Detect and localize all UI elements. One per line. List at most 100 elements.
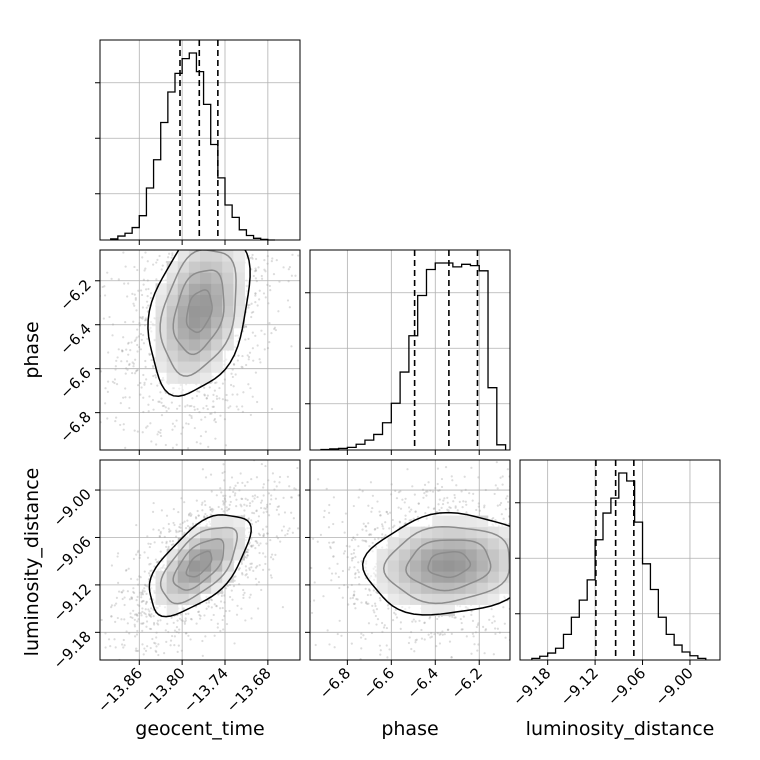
scatter-point — [270, 567, 272, 569]
scatter-point — [344, 405, 346, 407]
scatter-point — [204, 430, 207, 433]
scatter-point — [258, 298, 261, 301]
scatter-point — [199, 434, 203, 438]
scatter-point — [136, 603, 139, 606]
scatter-point — [228, 609, 231, 613]
scatter-point — [149, 614, 152, 617]
scatter-point — [350, 583, 353, 587]
scatter-point — [208, 506, 212, 509]
scatter-point — [244, 565, 247, 568]
scatter-point — [460, 628, 463, 631]
scatter-point — [253, 494, 257, 497]
scatter-point — [268, 216, 270, 218]
scatter-point — [347, 603, 350, 606]
scatter-point — [226, 244, 228, 246]
scatter-point — [514, 633, 516, 635]
scatter-point — [563, 616, 565, 618]
scatter-point — [280, 615, 282, 617]
scatter-point — [140, 622, 143, 625]
scatter-point — [179, 523, 182, 526]
scatter-point — [233, 642, 236, 645]
scatter-point — [124, 396, 127, 399]
scatter-point — [304, 532, 306, 534]
scatter-point — [190, 237, 192, 239]
scatter-point — [155, 650, 158, 654]
scatter-point — [365, 529, 368, 532]
scatter-point — [247, 306, 250, 309]
scatter-point — [343, 531, 346, 534]
scatter-point — [394, 613, 397, 616]
scatter-point — [423, 492, 426, 495]
scatter-point — [429, 636, 432, 639]
tick-label-x: −6.2 — [448, 664, 486, 702]
scatter-point — [530, 531, 532, 533]
scatter-point — [246, 196, 248, 198]
scatter-point — [550, 546, 552, 548]
scatter-point — [492, 653, 495, 656]
scatter-point — [144, 359, 147, 363]
scatter-point — [404, 522, 407, 525]
scatter-point — [263, 348, 266, 351]
scatter-point — [240, 505, 243, 508]
scatter-point — [165, 545, 168, 548]
scatter-point — [322, 516, 326, 519]
scatter-point — [195, 185, 197, 187]
scatter-point — [258, 205, 260, 207]
scatter-point — [347, 568, 351, 571]
scatter-point — [221, 209, 223, 211]
scatter-point — [310, 566, 313, 570]
scatter-point — [122, 423, 125, 426]
scatter-point — [283, 666, 285, 668]
scatter-point — [214, 199, 216, 201]
scatter-point — [544, 592, 546, 594]
scatter-point — [167, 407, 170, 410]
scatter-point — [267, 479, 270, 482]
scatter-point — [253, 474, 255, 476]
scatter-point — [293, 210, 295, 212]
scatter-point — [223, 470, 226, 473]
scatter-point — [149, 627, 153, 631]
scatter-point — [154, 558, 157, 561]
scatter-point — [438, 508, 441, 512]
scatter-point — [350, 557, 354, 560]
scatter-point — [263, 202, 265, 204]
scatter-point — [133, 265, 136, 269]
scatter-point — [171, 446, 175, 449]
scatter-point — [131, 292, 134, 295]
scatter-point — [196, 228, 198, 230]
scatter-point — [433, 507, 436, 510]
scatter-point — [494, 627, 497, 630]
scatter-point — [200, 211, 202, 213]
histogram-geocent_time — [110, 52, 275, 241]
scatter-point — [125, 242, 127, 244]
scatter-point — [465, 503, 468, 506]
scatter-point — [229, 405, 232, 408]
scatter-point — [471, 619, 475, 622]
scatter-point — [511, 610, 513, 612]
scatter-point — [367, 522, 370, 525]
scatter-point — [520, 530, 522, 532]
scatter-point — [79, 694, 81, 696]
scatter-point — [202, 213, 204, 215]
scatter-point — [384, 521, 387, 524]
scatter-point — [414, 641, 417, 644]
scatter-point — [502, 517, 505, 520]
scatter-point — [136, 629, 139, 633]
scatter-point — [185, 223, 187, 225]
scatter-point — [152, 243, 154, 245]
scatter-point — [189, 244, 191, 246]
scatter-point — [178, 241, 180, 243]
scatter-point — [254, 521, 258, 524]
scatter-point — [281, 606, 285, 609]
scatter-point — [338, 619, 341, 622]
scatter-point — [462, 500, 465, 503]
scatter-point — [421, 488, 425, 491]
tick-label-y: −6.2 — [56, 276, 94, 314]
scatter-point — [227, 508, 230, 511]
scatter-point — [132, 557, 136, 560]
scatter-point — [205, 234, 207, 236]
scatter-point — [521, 590, 523, 592]
scatter-point — [246, 576, 249, 579]
scatter-point — [134, 296, 137, 300]
scatter-point — [145, 615, 148, 618]
